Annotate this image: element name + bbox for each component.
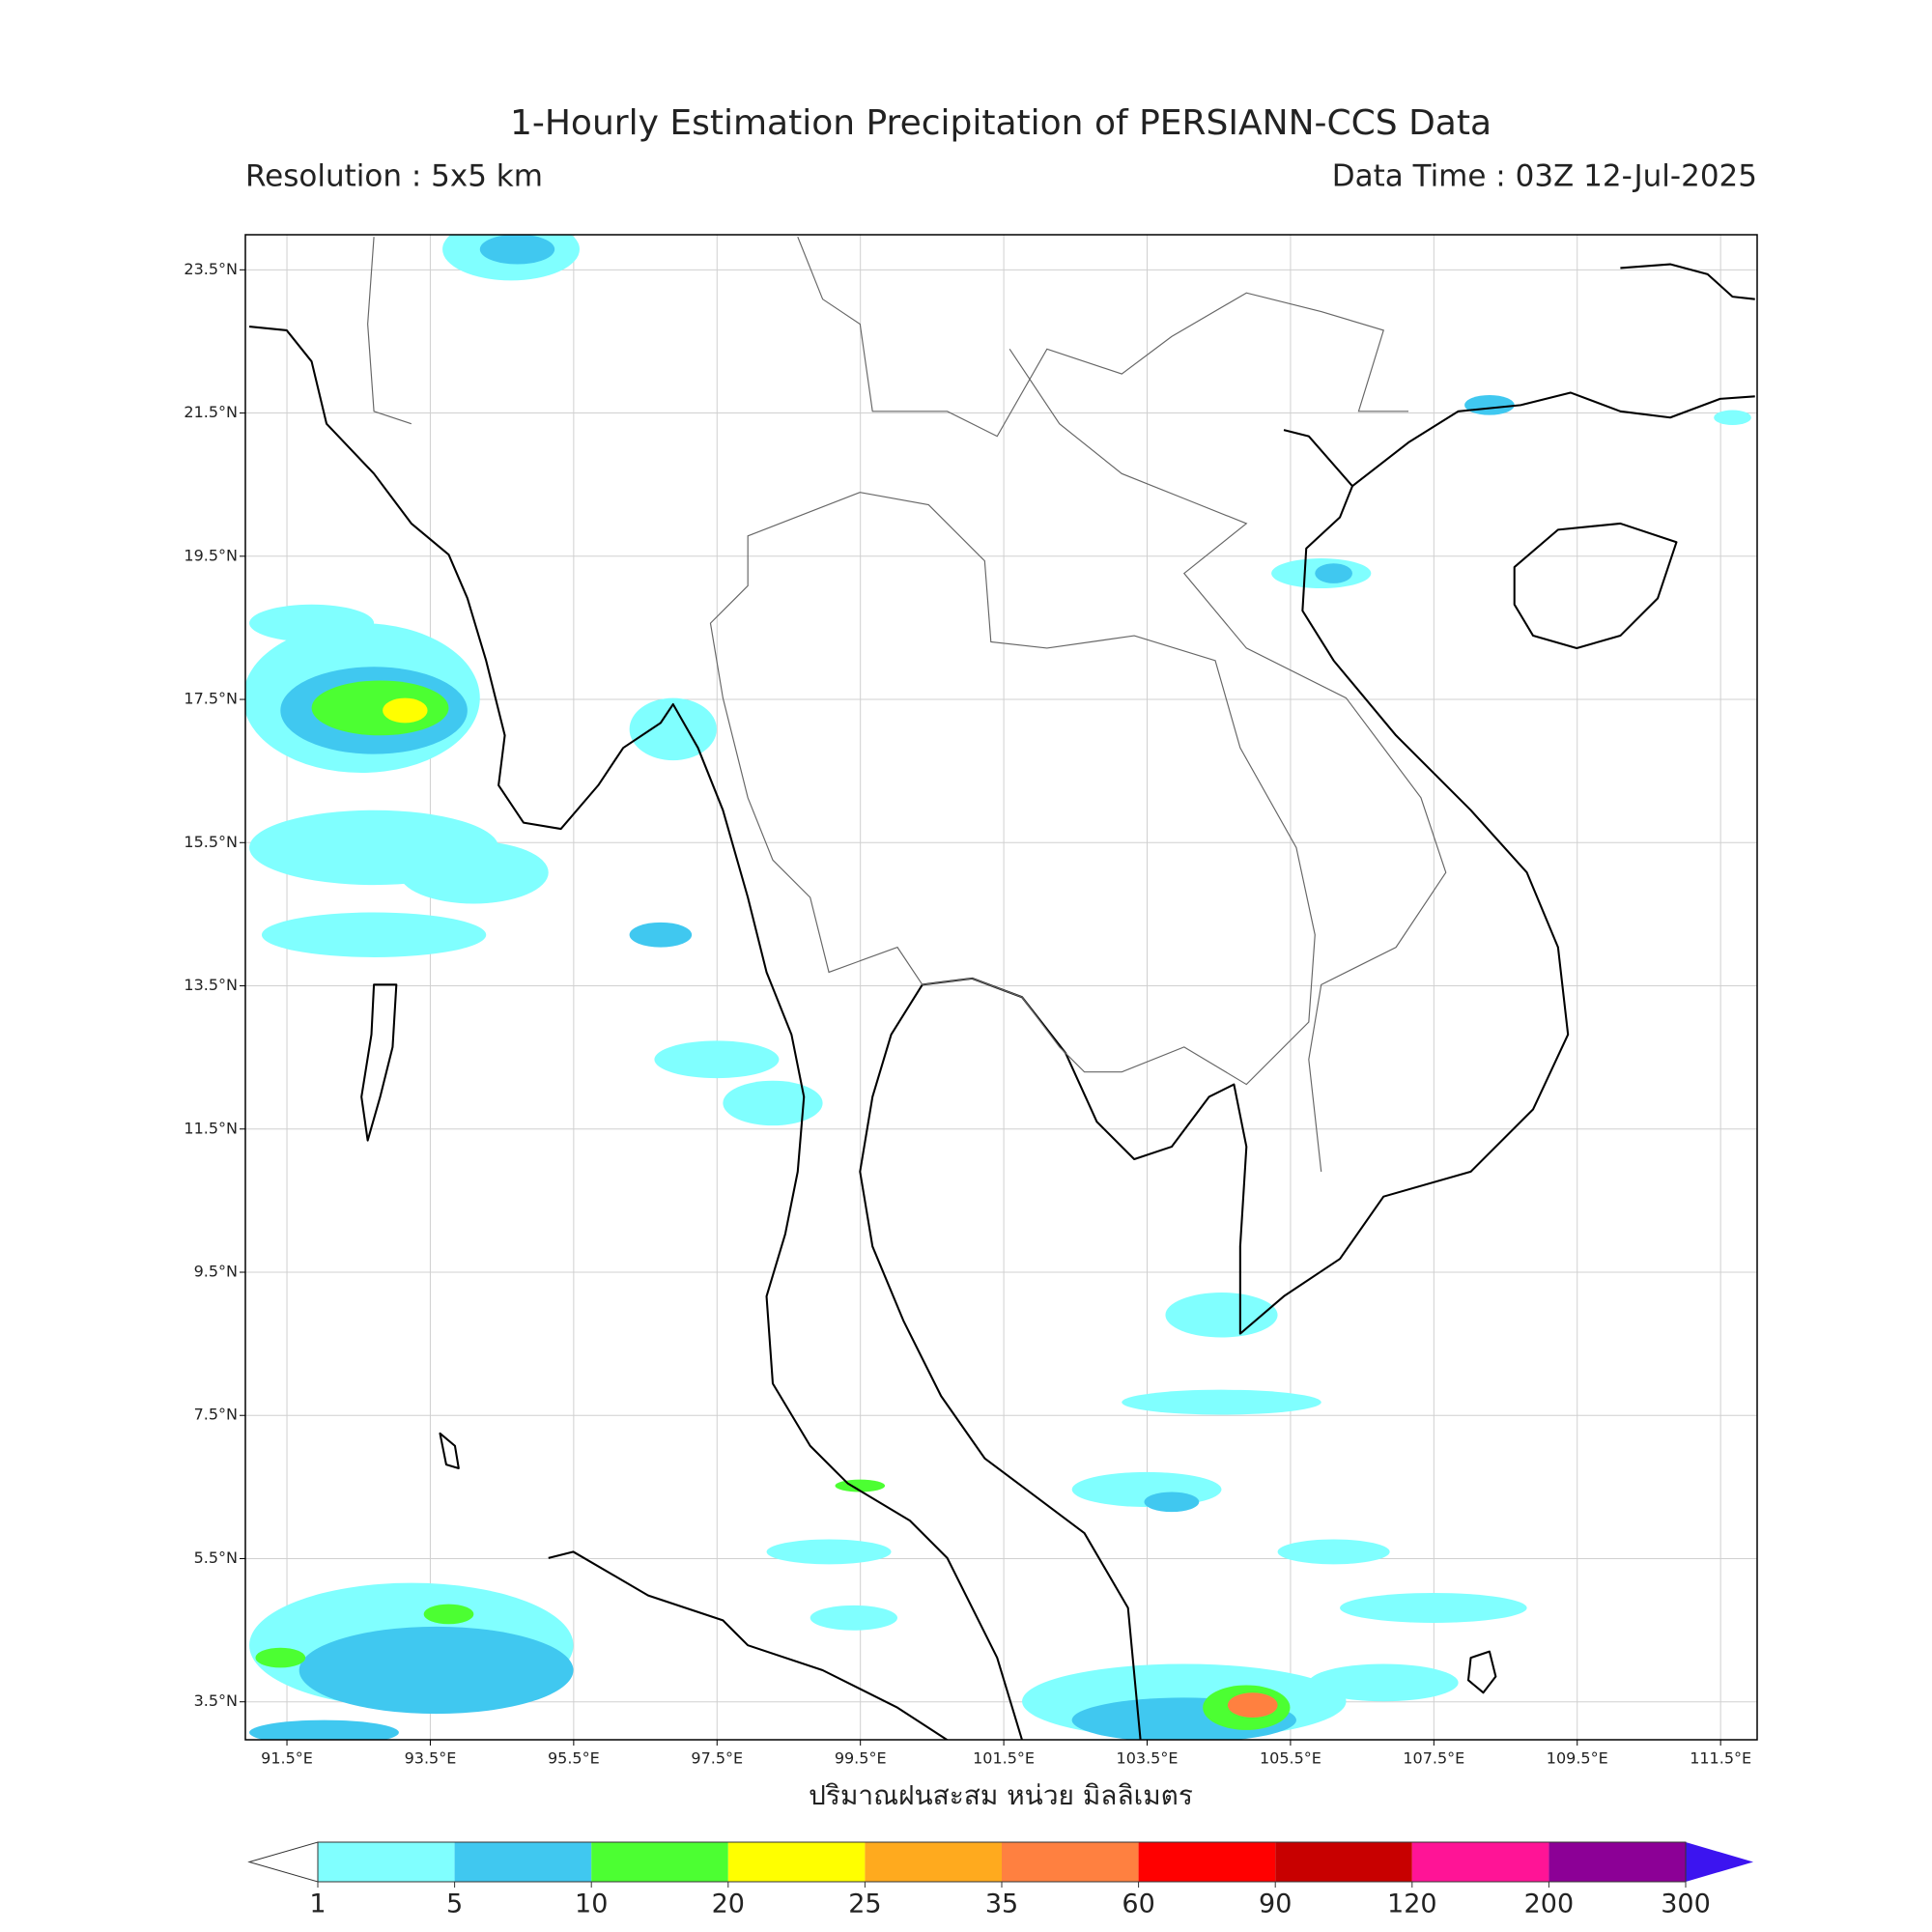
- colorbar-bin: [454, 1842, 592, 1882]
- lat-tick-label: 23.5°N: [184, 260, 238, 278]
- lon-tick-label: 93.5°E: [405, 1749, 457, 1768]
- colorbar-tick-label: 20: [712, 1889, 745, 1919]
- lon-tick-label: 105.5°E: [1260, 1749, 1321, 1768]
- lat-tick-label: 15.5°N: [184, 833, 238, 851]
- country-border: [1009, 348, 1447, 1172]
- country-border: [797, 236, 1409, 438]
- colorbar-tick-label: 1: [309, 1889, 326, 1919]
- colorbar-tick-label: 200: [1524, 1889, 1575, 1919]
- coastline: [1620, 263, 1755, 300]
- coastline: [248, 326, 1024, 1740]
- lon-tick-label: 109.5°E: [1547, 1749, 1608, 1768]
- country-border: [367, 237, 412, 425]
- map-layer: [245, 235, 1755, 1740]
- coastline: [859, 429, 1570, 1740]
- data-time: Data Time : 03Z 12-Jul-2025: [1332, 159, 1757, 194]
- colorbar-bin: [1275, 1842, 1412, 1882]
- coastline: [1351, 391, 1755, 488]
- lon-tick-label: 97.5°E: [691, 1749, 743, 1768]
- lon-tick-label: 111.5°E: [1690, 1749, 1751, 1768]
- lon-tick-label: 107.5°E: [1403, 1749, 1464, 1768]
- lat-tick-label: 13.5°N: [184, 976, 238, 994]
- grid: [240, 235, 1757, 1746]
- rain-areas: [245, 235, 1751, 1740]
- lat-tick-label: 19.5°N: [184, 546, 238, 564]
- lat-tick-label: 3.5°N: [194, 1691, 238, 1710]
- colorbar-over: [1686, 1842, 1753, 1882]
- lon-tick-label: 95.5°E: [548, 1749, 600, 1768]
- lon-tick-label: 101.5°E: [973, 1749, 1035, 1768]
- colorbar-bin: [1138, 1842, 1276, 1882]
- colorbar-bin: [865, 1842, 1002, 1882]
- geography: [245, 235, 1755, 1740]
- colorbar-bin: [318, 1842, 455, 1882]
- colorbar-bin: [727, 1842, 866, 1882]
- lat-tick-label: 11.5°N: [184, 1119, 238, 1137]
- colorbar-tick-label: 10: [575, 1889, 608, 1919]
- colorbar-tick-label: 120: [1387, 1889, 1437, 1919]
- colorbar: 1 5 10 20 25 35 60 90 120 200 300: [247, 1841, 1753, 1919]
- colorbar-tick-label: 90: [1259, 1889, 1292, 1919]
- lon-tick-label: 103.5°E: [1117, 1749, 1179, 1768]
- colorbar-label: ปริมาณฝนสะสม หน่วย มิลลิเมตร: [809, 1779, 1193, 1811]
- island: [1466, 1650, 1497, 1694]
- lat-tick-label: 9.5°N: [194, 1262, 238, 1280]
- colorbar-tick-label: 25: [848, 1889, 881, 1919]
- colorbar-bin: [1548, 1842, 1686, 1882]
- resolution: Resolution : 5x5 km: [245, 159, 543, 194]
- lon-tick-label: 99.5°E: [835, 1749, 887, 1768]
- colorbar-tick-label: 5: [446, 1889, 463, 1919]
- lon-tick-label: 91.5°E: [261, 1749, 313, 1768]
- island: [360, 983, 398, 1142]
- island: [439, 1432, 460, 1470]
- colorbar-bin: [1411, 1842, 1549, 1882]
- coastline: [548, 1550, 949, 1740]
- colorbar-bin: [591, 1842, 728, 1882]
- colorbar-bin: [1002, 1842, 1139, 1882]
- lat-tick-label: 17.5°N: [184, 690, 238, 708]
- island: [1513, 522, 1678, 649]
- colorbar-under: [247, 1841, 319, 1883]
- colorbar-tick-label: 60: [1122, 1889, 1154, 1919]
- colorbar-tick-label: 300: [1661, 1889, 1711, 1919]
- title: 1-Hourly Estimation Precipitation of PER…: [510, 103, 1492, 143]
- country-border: [709, 492, 1316, 1086]
- lat-tick-label: 5.5°N: [194, 1548, 238, 1567]
- colorbar-tick-label: 35: [985, 1889, 1018, 1919]
- lat-tick-label: 7.5°N: [194, 1406, 238, 1424]
- map-frame: [244, 234, 1758, 1741]
- lat-tick-label: 21.5°N: [184, 403, 238, 421]
